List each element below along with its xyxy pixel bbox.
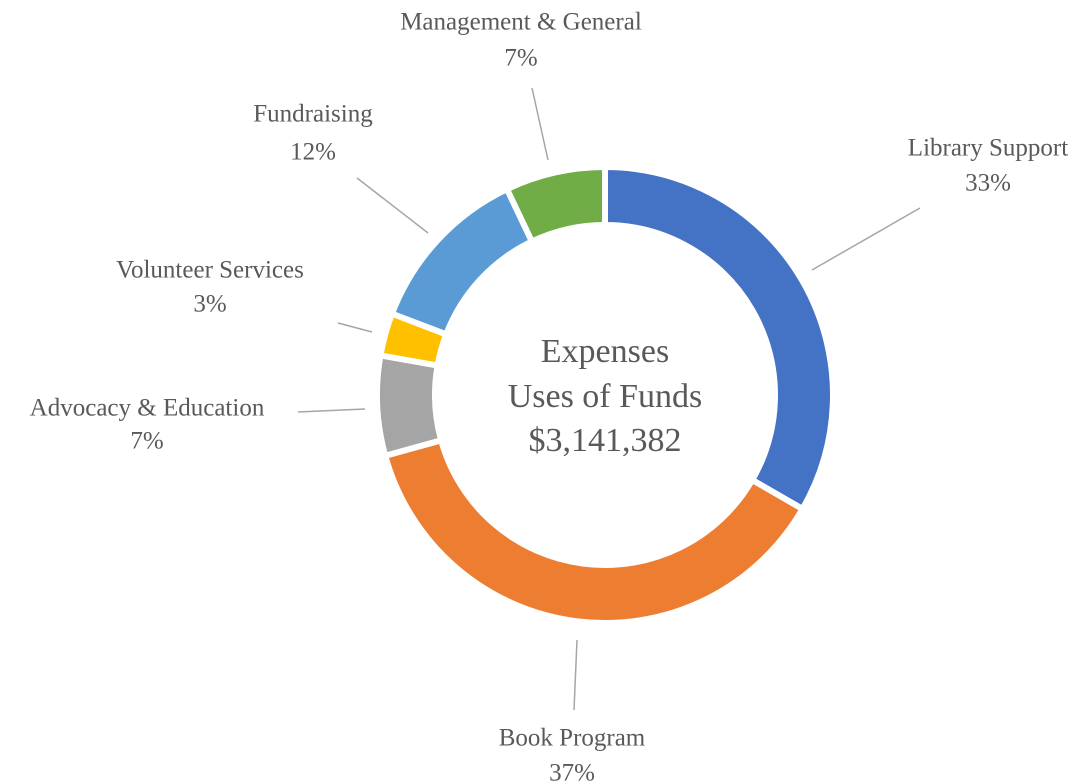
slice-label: Advocacy & Education (30, 395, 265, 422)
slice-value: 12% (290, 139, 336, 166)
leader-line (573, 639, 578, 711)
leader-line (531, 87, 549, 161)
slice-label: Library Support (908, 135, 1068, 162)
leader-line (297, 408, 366, 413)
donut-slice (388, 185, 536, 339)
slice-value: 7% (130, 428, 163, 455)
donut-slice (602, 163, 836, 514)
donut-slice (381, 436, 807, 626)
center-label: Uses of Funds (508, 378, 703, 415)
donut-slice (503, 163, 608, 246)
slice-value: 3% (193, 291, 226, 318)
slice-label: Fundraising (253, 101, 373, 128)
center-label: $3,141,382 (529, 422, 682, 459)
slice-label: Book Program (499, 725, 646, 752)
donut-slice (374, 351, 445, 460)
leader-line (337, 322, 373, 333)
leader-line (811, 207, 921, 271)
slice-label: Volunteer Services (116, 257, 304, 284)
slice-value: 33% (965, 170, 1011, 197)
center-label: Expenses (541, 333, 669, 370)
slice-value: 7% (504, 45, 537, 72)
slice-value: 37% (549, 760, 595, 784)
slice-label: Management & General (400, 9, 642, 36)
leader-line (356, 177, 429, 234)
